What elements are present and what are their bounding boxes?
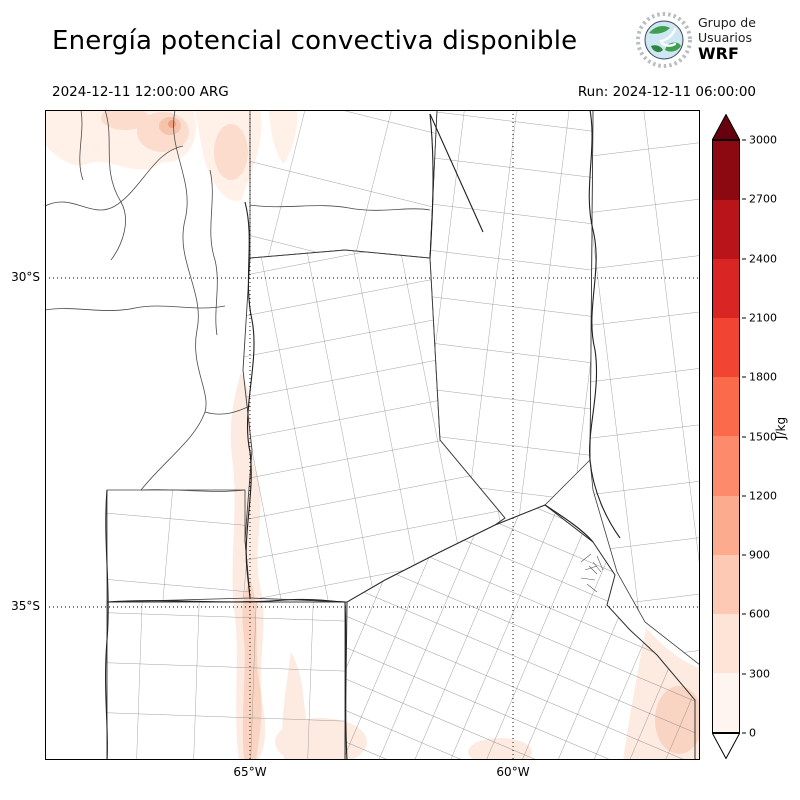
colorbar-segment	[713, 554, 739, 614]
logo-text-wrf: WRF	[698, 44, 739, 63]
northwest-boundaries	[45, 110, 431, 492]
logo-text-line1: Grupo de	[698, 15, 756, 30]
map-canvas	[45, 110, 700, 760]
colorbar-tick: 2700	[742, 193, 777, 206]
colorbar-tick: 600	[742, 608, 770, 621]
colorbar-segment	[713, 318, 739, 378]
colorbar-tick: 1500	[742, 430, 777, 443]
colorbar-segment	[713, 436, 739, 496]
colorbar-tick: 300	[742, 667, 770, 680]
colorbar-segment	[713, 377, 739, 437]
colorbar-tick: 3000	[742, 134, 777, 147]
colorbar-segment	[713, 613, 739, 673]
ytick-30s: 30°S	[11, 270, 40, 284]
valid-time-label: 2024-12-11 12:00:00 ARG	[52, 84, 229, 100]
xtick-60w: 60°W	[496, 765, 530, 779]
province-boundaries	[105, 110, 621, 760]
metro-department-cluster	[580, 553, 604, 593]
department-boundaries	[106, 110, 700, 760]
colorbar-tick: 2100	[742, 311, 777, 324]
map-border	[45, 110, 700, 760]
colorbar	[712, 140, 740, 733]
wrf-users-group-logo: Grupo de Usuarios WRF	[636, 12, 796, 72]
logo-text-line2: Usuarios	[698, 30, 753, 45]
gridlines	[45, 110, 700, 760]
colorbar-tick: 2400	[742, 252, 777, 265]
colorbar-tick: 1200	[742, 489, 777, 502]
colorbar-unit-label: J/kg	[774, 416, 788, 440]
globe-icon	[636, 12, 692, 68]
colorbar-tick: 1800	[742, 371, 777, 384]
colorbar-tick: 0	[742, 727, 756, 740]
ytick-35s: 35°S	[11, 599, 40, 613]
colorbar-over-arrow	[712, 114, 740, 140]
page-title: Energía potencial convectiva disponible	[52, 26, 578, 56]
colorbar-segment	[713, 259, 739, 319]
colorbar-segment	[713, 200, 739, 260]
colorbar-segment	[713, 141, 739, 201]
colorbar-segment	[713, 672, 739, 732]
xtick-65w: 65°W	[233, 765, 267, 779]
colorbar-tick: 900	[742, 549, 770, 562]
colorbar-ticks: 3000 2700 2400 2100 1800 1500 1200 900 600 300 0	[742, 134, 792, 740]
model-run-label: Run: 2024-12-11 06:00:00	[577, 84, 756, 100]
colorbar-segment	[713, 495, 739, 555]
colorbar-under-arrow	[712, 733, 740, 759]
